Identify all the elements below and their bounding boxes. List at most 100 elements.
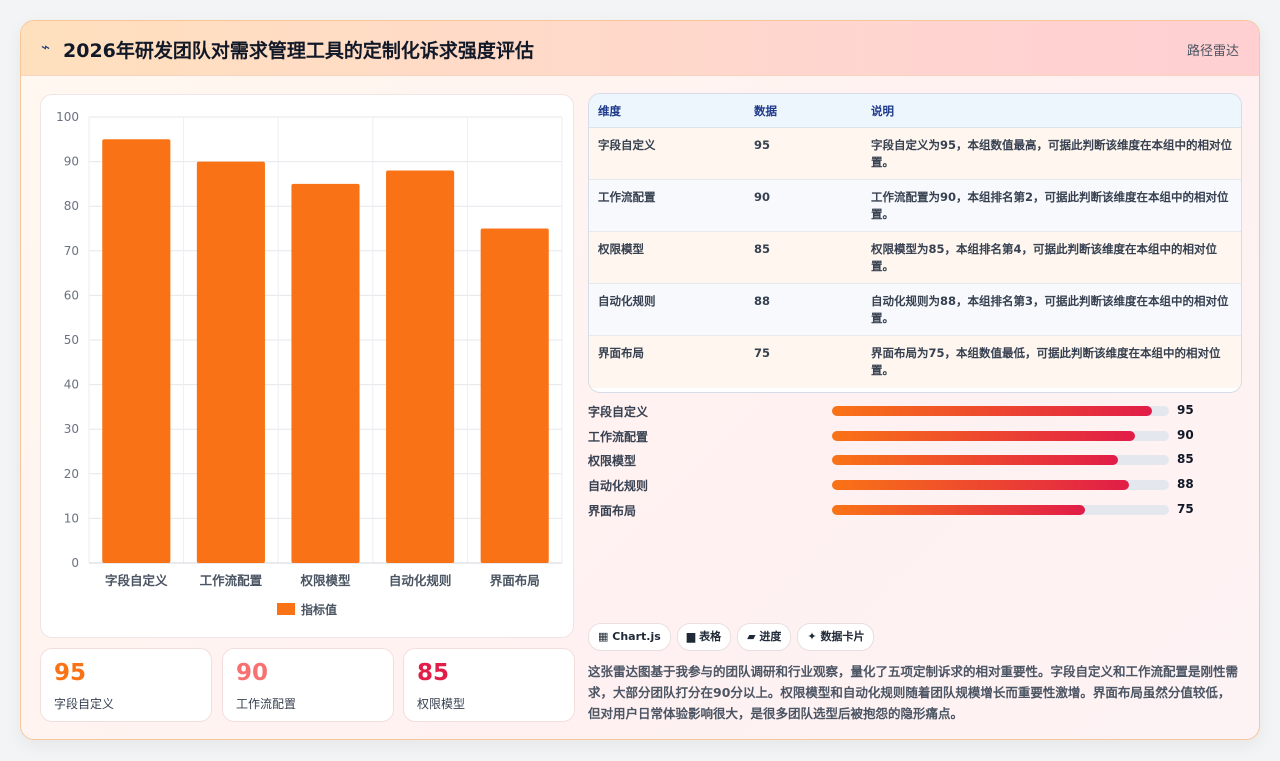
cell-dimension: 自动化规则 (589, 283, 745, 336)
header-bar: ⌁ 2026年研发团队对需求管理工具的定制化诉求强度评估 路径雷达 (21, 21, 1259, 76)
chip-data-cards[interactable]: ✦ 数据卡片 (797, 623, 875, 651)
progress-icon: ▰ (747, 630, 756, 643)
progress-row: 工作流配置 90 (588, 426, 1248, 446)
y-tick-label: 30 (64, 422, 79, 436)
table-header-row: 维度 数据 说明 (589, 94, 1241, 128)
cell-value: 85 (745, 231, 862, 284)
cell-value: 75 (745, 335, 862, 388)
x-tick-label: 界面布局 (490, 573, 540, 588)
x-tick-label: 权限模型 (299, 573, 351, 588)
card-icon: ✦ (807, 630, 817, 643)
kpi-label: 权限模型 (417, 697, 466, 711)
summary-text: 这张雷达图基于我参与的团队调研和行业观察，量化了五项定制诉求的相对重要性。字段自… (588, 664, 1239, 721)
y-tick-label: 40 (64, 378, 79, 392)
chip-table[interactable]: ▆ 表格 (676, 623, 732, 651)
progress-track (832, 480, 1169, 491)
progress-row: 字段自定义 95 (588, 401, 1248, 421)
kpi-value: 85 (417, 660, 450, 686)
chip-label: Chart.js (612, 630, 661, 643)
cell-description: 权限模型为85，本组排名第4，可据此判断该维度在本组中的相对位置。 (862, 231, 1241, 284)
progress-value: 95 (1177, 403, 1194, 417)
y-tick-label: 90 (64, 155, 79, 169)
y-tick-label: 100 (56, 110, 79, 124)
column-header: 维度 (589, 94, 745, 128)
kpi-card: 85 权限模型 (403, 648, 575, 722)
cell-description: 界面布局为75，本组数值最低，可据此判断该维度在本组中的相对位置。 (862, 335, 1241, 388)
bar-chart-panel: 0 10 20 30 40 50 60 70 80 90 100 字段自定义 工作流配置 权限模型 自动化规… (40, 94, 574, 638)
progress-track (832, 406, 1169, 416)
progress-fill (832, 406, 1153, 416)
table-icon: ▆ (686, 630, 696, 643)
progress-value: 88 (1177, 477, 1194, 492)
bar (196, 161, 265, 563)
progress-track (832, 430, 1169, 441)
progress-value: 90 (1177, 427, 1194, 442)
legend-label: 指标值 (301, 602, 337, 617)
cell-dimension: 权限模型 (589, 231, 745, 284)
progress-label: 自动化规则 (588, 479, 649, 494)
table-row: 自动化规则 88 自动化规则为88，本组排名第3，可据此判断该维度在本组中的相对… (589, 283, 1241, 336)
progress-label: 工作流配置 (588, 429, 649, 444)
y-tick-label: 20 (64, 467, 79, 481)
cell-description: 工作流配置为90，本组排名第2，可据此判断该维度在本组中的相对位置。 (862, 179, 1241, 232)
progress-fill (832, 480, 1129, 491)
x-tick-label: 工作流配置 (200, 573, 263, 588)
cell-dimension: 工作流配置 (589, 179, 745, 232)
grid-icon: ▦ (598, 630, 609, 643)
bar (386, 170, 455, 563)
column-header: 数据 (745, 94, 862, 128)
cell-dimension: 界面布局 (589, 335, 745, 388)
feature-chips: ▦ Chart.js ▆ 表格 ▰ 进度 ✦ 数据卡片 (588, 623, 880, 651)
cell-value: 95 (745, 127, 862, 180)
kpi-label: 字段自定义 (54, 697, 115, 711)
progress-fill (832, 504, 1085, 515)
chip-progress[interactable]: ▰ 进度 (737, 623, 792, 651)
bar (291, 183, 360, 563)
header-tag: 路径雷达 (1186, 44, 1239, 59)
progress-row: 自动化规则 88 (588, 475, 1248, 495)
y-tick-label: 60 (64, 288, 79, 302)
progress-fill (832, 455, 1119, 466)
kpi-label: 工作流配置 (236, 697, 297, 711)
y-tick-label: 80 (64, 199, 79, 213)
cell-value: 88 (745, 283, 862, 336)
y-tick-label: 70 (64, 244, 79, 258)
progress-label: 字段自定义 (588, 405, 649, 419)
progress-track (832, 455, 1169, 466)
kpi-card: 90 工作流配置 (222, 648, 394, 722)
chip-chartjs[interactable]: ▦ Chart.js (588, 623, 671, 651)
table-row: 字段自定义 95 字段自定义为95，本组数值最高，可据此判断该维度在本组中的相对… (589, 127, 1241, 180)
chip-label: 进度 (759, 630, 782, 643)
page-title: 2026年研发团队对需求管理工具的定制化诉求强度评估 (63, 40, 534, 62)
dashboard-card: ⌁ 2026年研发团队对需求管理工具的定制化诉求强度评估 路径雷达 0 10 20 3… (20, 20, 1260, 740)
kpi-value: 95 (54, 660, 87, 686)
y-tick-label: 10 (64, 511, 79, 525)
progress-label: 权限模型 (588, 454, 637, 469)
progress-fill (832, 430, 1136, 441)
kpi-value: 90 (236, 660, 269, 686)
progress-label: 界面布局 (588, 503, 637, 518)
data-table: 维度 数据 说明 字段自定义 95 字段自定义为95，本组数值最高，可据此判断该… (588, 93, 1242, 393)
kpi-card: 95 字段自定义 (40, 648, 212, 722)
progress-value: 85 (1177, 452, 1194, 467)
bar (480, 228, 549, 563)
progress-value: 75 (1177, 501, 1194, 516)
table-row: 权限模型 85 权限模型为85，本组排名第4，可据此判断该维度在本组中的相对位置… (589, 231, 1241, 284)
table-row: 工作流配置 90 工作流配置为90，本组排名第2，可据此判断该维度在本组中的相对… (589, 179, 1241, 232)
chip-label: 数据卡片 (820, 630, 865, 643)
progress-row: 权限模型 85 (588, 450, 1248, 470)
bar-chart: 0 10 20 30 40 50 60 70 80 90 100 字段自定义 工作流配置 权限模型 自动化规… (56, 110, 563, 617)
chip-label: 表格 (699, 630, 722, 643)
column-header: 说明 (862, 94, 1241, 128)
legend-swatch (277, 603, 295, 615)
y-tick-label: 50 (64, 333, 79, 347)
table-row: 界面布局 75 界面布局为75，本组数值最低，可据此判断该维度在本组中的相对位置… (589, 335, 1241, 388)
progress-row: 界面布局 75 (588, 500, 1248, 520)
trend-icon: ⌁ (41, 38, 51, 56)
cell-description: 自动化规则为88，本组排名第3，可据此判断该维度在本组中的相对位置。 (862, 283, 1241, 336)
cell-description: 字段自定义为95，本组数值最高，可据此判断该维度在本组中的相对位置。 (862, 127, 1241, 180)
x-tick-label: 自动化规则 (389, 573, 452, 588)
cell-value: 90 (745, 179, 862, 232)
x-tick-label: 字段自定义 (105, 573, 168, 588)
progress-track (832, 504, 1169, 515)
